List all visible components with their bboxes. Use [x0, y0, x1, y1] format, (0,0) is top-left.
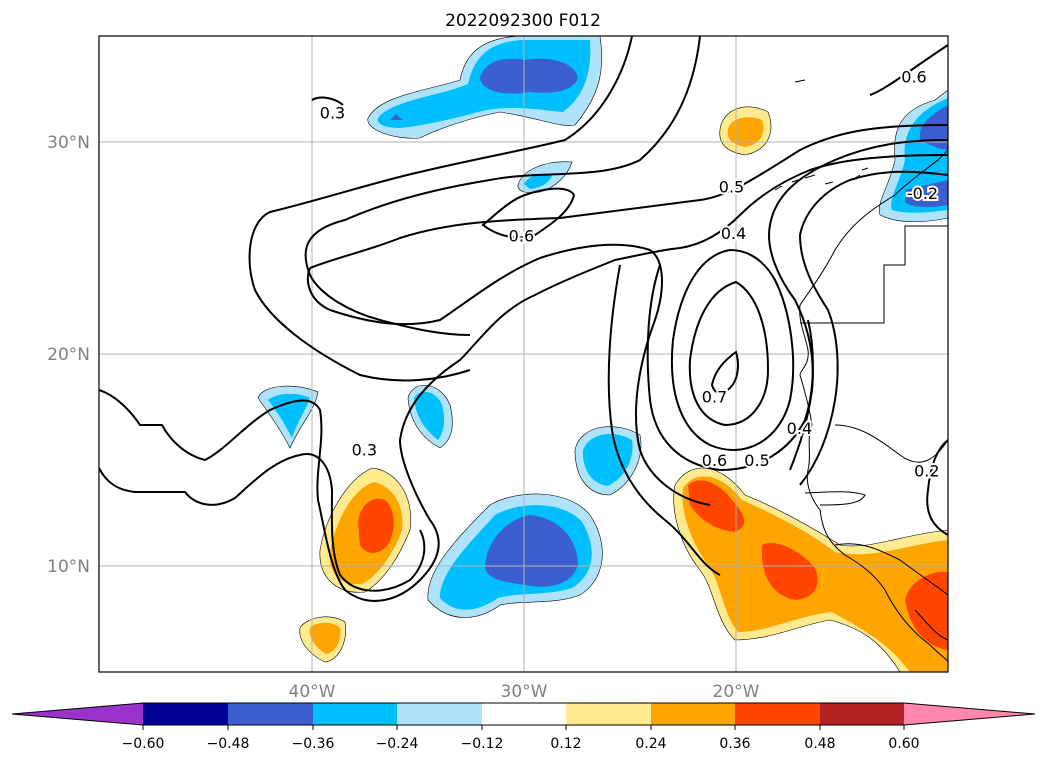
- negative-anomaly-region: [390, 114, 403, 120]
- contour-0.3-loop: [99, 453, 426, 592]
- contour-lines: [99, 36, 948, 602]
- contour-label: 0.2: [914, 462, 939, 481]
- colorbar-segment: [313, 703, 397, 725]
- negative-anomaly-region: [905, 180, 948, 207]
- colorbar-tick-label: −0.48: [207, 736, 250, 752]
- contour-label: 0.6: [702, 451, 727, 470]
- contour-label: 0.4: [721, 224, 746, 243]
- negative-anomaly-region: [919, 105, 948, 150]
- colorbar-over-arrow: [904, 703, 1035, 725]
- contour-label: 0.3: [352, 440, 377, 459]
- colorbar-tick-label: 0.12: [550, 736, 581, 752]
- lat-label-20n: 20°N: [47, 345, 90, 365]
- positive-anomaly-region: [688, 480, 745, 532]
- colorbar-segment: [143, 703, 228, 725]
- lon-label-30w: 30°W: [501, 682, 548, 702]
- lat-label-10n: 10°N: [47, 557, 90, 577]
- colorbar-tick-label: −0.12: [461, 736, 504, 752]
- lon-label-20w: 20°W: [713, 682, 760, 702]
- senegal-border: [804, 491, 866, 506]
- lon-label-40w: 40°W: [289, 682, 336, 702]
- colorbar-under-arrow: [12, 703, 143, 725]
- plot-area: 0.3 0.6 0.5 0.4 0.6 -0.2 0.7 0.6 0.5 0.4…: [98, 35, 949, 673]
- contour-label: 0.7: [702, 387, 727, 406]
- colorbar-segment: [228, 703, 313, 725]
- colorbar-ticks: [142, 725, 905, 730]
- negative-anomaly-region: [268, 393, 310, 438]
- colorbar-tick-label: −0.36: [292, 736, 335, 752]
- colorbar-tick-label: 0.36: [719, 736, 750, 752]
- contour-label: 0.3: [320, 103, 345, 122]
- filled-anomaly-layer: [257, 36, 948, 672]
- contour-0.3-southern: [607, 264, 721, 576]
- coastline: [774, 79, 948, 663]
- positive-anomaly-region: [727, 117, 764, 147]
- colorbar-tick-label: 0.48: [804, 736, 835, 752]
- colorbar-tick-label: 0.60: [888, 736, 919, 752]
- map-title: 2022092300 F012: [445, 11, 601, 31]
- negative-anomaly-region: [485, 515, 578, 587]
- positive-anomaly-region: [309, 622, 341, 654]
- contour-0.6-band: [309, 124, 948, 269]
- contour-0.7-ring: [688, 280, 770, 427]
- contour-0.5-ring: [646, 264, 814, 472]
- contour-outer: [99, 154, 948, 602]
- colorbar-segment: [397, 703, 482, 725]
- contour-0.7-inner: [710, 350, 739, 394]
- contour-0.6-ring: [670, 248, 795, 451]
- positive-anomaly-region: [905, 571, 948, 650]
- contour-labels: 0.3 0.6 0.5 0.4 0.6 -0.2 0.7 0.6 0.5 0.4…: [318, 65, 942, 482]
- contour-label: 0.5: [719, 178, 744, 197]
- colorbar-segment: [651, 703, 735, 725]
- negative-anomaly-region: [582, 434, 633, 486]
- guinea-border: [834, 543, 948, 596]
- africa-coastline: [799, 149, 948, 663]
- contour-label: 0.5: [744, 451, 769, 470]
- negative-anomaly-region: [414, 391, 445, 440]
- positive-anomaly-region: [761, 542, 818, 600]
- western-sahara-border: [800, 225, 948, 324]
- contour-label: -0.2: [907, 184, 938, 203]
- contour-label: 0.4: [787, 419, 812, 438]
- contour-0.6-lower: [306, 243, 711, 506]
- colorbar-segment: [482, 703, 566, 725]
- canary-islands: [774, 167, 869, 191]
- contour-label: 0.6: [509, 226, 534, 245]
- contour-0.4-upper: [248, 36, 633, 382]
- colorbar-tick-label: 0.24: [635, 736, 666, 752]
- lat-label-30n: 30°N: [47, 133, 90, 153]
- contour-0.5-upper: [304, 36, 701, 336]
- contour-0.3-north: [311, 44, 948, 106]
- contour-label: 0.6: [901, 67, 926, 86]
- colorbar-segment: [820, 703, 904, 725]
- colorbar: −0.60 −0.48 −0.36 −0.24 −0.12 0.12 0.24 …: [11, 702, 1036, 752]
- colorbar-segment: [566, 703, 651, 725]
- madeira-island: [794, 79, 806, 83]
- negative-anomaly-region: [480, 58, 578, 94]
- contour-0.4-cap: [798, 170, 948, 486]
- ivory-coast-border: [914, 609, 948, 641]
- contour-0.6-cell: [481, 187, 576, 239]
- colorbar-tick-label: −0.60: [122, 736, 165, 752]
- plot-frame: [98, 35, 949, 673]
- positive-anomaly-region: [358, 498, 394, 553]
- contour-0.2-east: [926, 439, 948, 536]
- colorbar-tick-label: −0.24: [376, 736, 419, 752]
- colorbar-segment: [735, 703, 820, 725]
- negative-anomaly-region: [524, 174, 552, 189]
